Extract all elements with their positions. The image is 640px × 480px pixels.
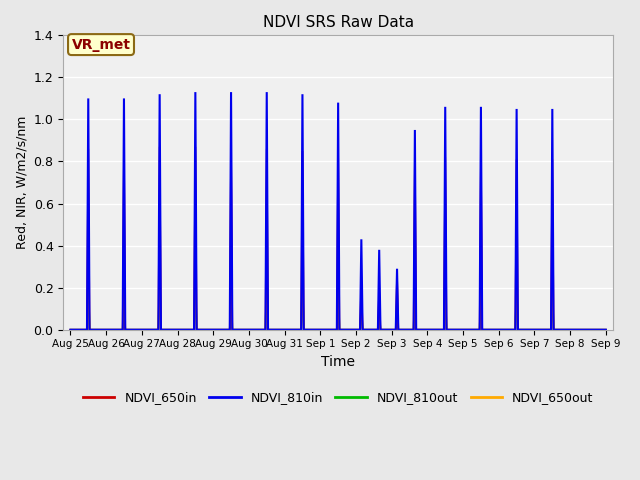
NDVI_810in <box>191 89 199 95</box>
NDVI_650in <box>473 327 481 333</box>
NDVI_810out <box>335 327 343 333</box>
NDVI_810in <box>227 89 235 95</box>
NDVI_810out <box>473 327 481 333</box>
NDVI_650in <box>443 327 451 333</box>
NDVI_650in <box>196 327 204 333</box>
NDVI_650out <box>473 327 481 333</box>
NDVI_650out <box>335 327 343 333</box>
Line: NDVI_810out: NDVI_810out <box>70 266 606 330</box>
NDVI_650out <box>227 268 235 274</box>
NDVI_650in <box>602 327 610 333</box>
NDVI_810in <box>228 327 236 333</box>
Line: NDVI_810in: NDVI_810in <box>70 92 606 330</box>
NDVI_810out <box>227 264 235 269</box>
Y-axis label: Red, NIR, W/m2/s/nm: Red, NIR, W/m2/s/nm <box>15 116 28 249</box>
Line: NDVI_650out: NDVI_650out <box>70 271 606 330</box>
Line: NDVI_650in: NDVI_650in <box>70 147 606 330</box>
NDVI_650out <box>196 327 204 333</box>
NDVI_810out <box>156 264 163 269</box>
NDVI_650in <box>228 327 236 333</box>
NDVI_810out <box>228 327 236 333</box>
NDVI_810out <box>196 327 204 333</box>
NDVI_650out <box>191 268 199 274</box>
NDVI_810in <box>473 327 481 333</box>
NDVI_810out <box>443 327 451 333</box>
NDVI_810in <box>67 327 74 333</box>
NDVI_650in <box>156 144 163 150</box>
NDVI_650out <box>67 327 74 333</box>
NDVI_650in <box>335 327 343 333</box>
NDVI_650out <box>602 327 610 333</box>
NDVI_810in <box>196 327 204 333</box>
NDVI_650in <box>67 327 74 333</box>
Title: NDVI SRS Raw Data: NDVI SRS Raw Data <box>262 15 413 30</box>
NDVI_810out <box>67 327 74 333</box>
NDVI_810out <box>602 327 610 333</box>
NDVI_810in <box>443 327 451 333</box>
NDVI_810in <box>602 327 610 333</box>
NDVI_650in <box>227 146 235 152</box>
NDVI_650out <box>443 327 451 333</box>
X-axis label: Time: Time <box>321 355 355 369</box>
Text: VR_met: VR_met <box>72 37 131 51</box>
NDVI_810in <box>335 327 343 333</box>
NDVI_650out <box>228 327 236 333</box>
Legend: NDVI_650in, NDVI_810in, NDVI_810out, NDVI_650out: NDVI_650in, NDVI_810in, NDVI_810out, NDV… <box>78 386 598 409</box>
